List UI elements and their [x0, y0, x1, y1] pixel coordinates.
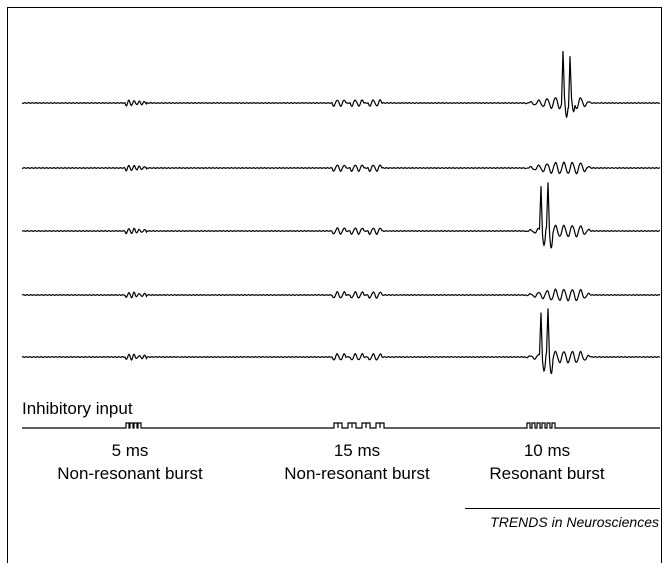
burst-duration: 15 ms: [334, 441, 380, 460]
burst-duration: 5 ms: [112, 441, 149, 460]
burst-label: Resonant burst: [489, 464, 605, 483]
trace: [21, 161, 661, 175]
trace: [21, 308, 661, 375]
frame: [7, 7, 662, 563]
burst-label: Non-resonant burst: [284, 464, 430, 483]
credit: TRENDS in Neurosciences: [490, 514, 659, 530]
trace: [21, 182, 661, 249]
burst-duration: 10 ms: [524, 441, 570, 460]
burst-label: Non-resonant burst: [57, 464, 203, 483]
trace: [21, 288, 661, 302]
input-trace: [22, 422, 660, 429]
input-label: Inhibitory input: [22, 399, 133, 418]
trace: [21, 50, 661, 119]
